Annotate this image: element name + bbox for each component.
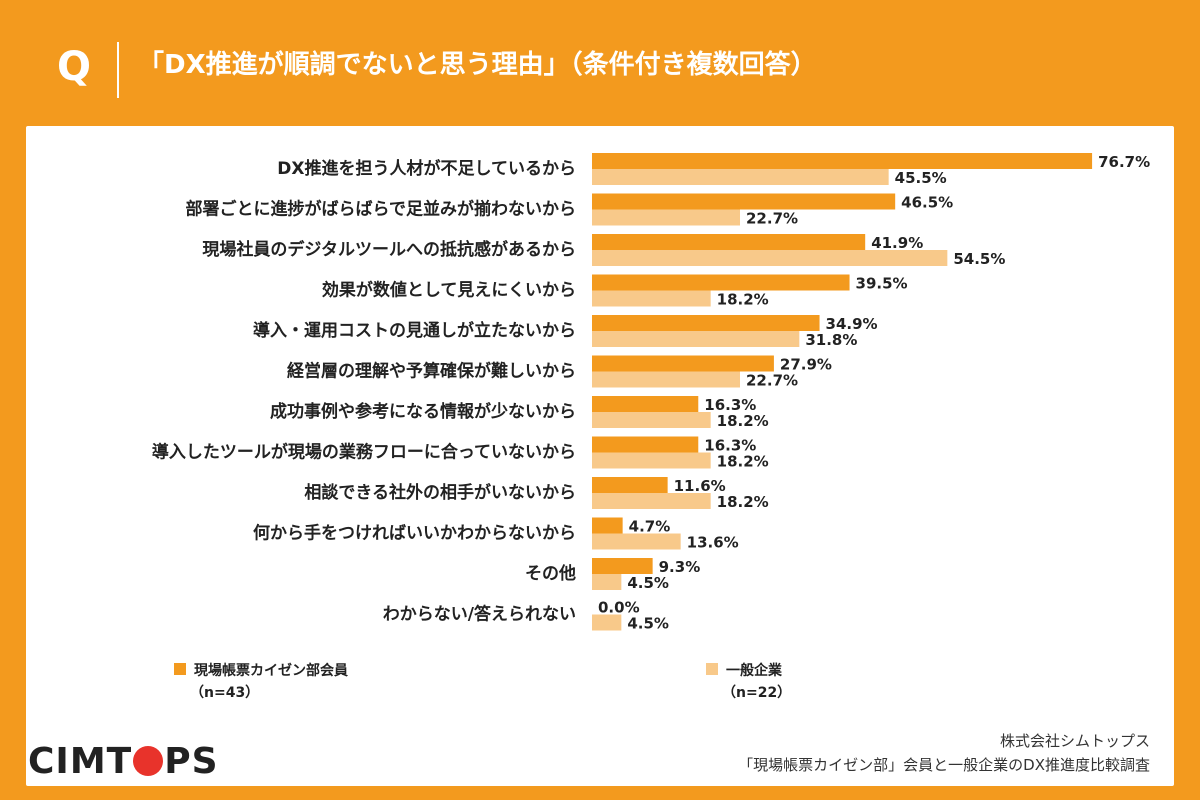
logo-text-left: CIMT: [28, 741, 133, 782]
data-label-s1-11: 0.0%: [598, 599, 640, 617]
data-label-s2-5: 22.7%: [746, 372, 798, 390]
data-label-s1-6: 16.3%: [704, 396, 756, 414]
bar-s1-6: [592, 396, 699, 412]
legend-series-2: 一般企業 （n=22）: [706, 660, 866, 704]
data-label-s1-4: 34.9%: [826, 315, 878, 333]
data-label-s1-8: 11.6%: [674, 477, 726, 495]
bar-s1-0: [592, 153, 1093, 169]
brand-logo: CIMT PS: [28, 742, 219, 782]
source-survey: 「現場帳票カイゼン部」会員と一般企業のDX推進度比較調査: [738, 756, 1150, 774]
data-label-s2-6: 18.2%: [717, 412, 769, 430]
legend-swatch-1: [174, 663, 186, 675]
data-label-s2-8: 18.2%: [717, 493, 769, 511]
category-label: わからない/答えられない: [383, 604, 576, 625]
bar-s1-3: [592, 274, 850, 291]
category-label: 相談できる社外の相手がいないから: [304, 482, 576, 503]
question-mark: Q: [56, 44, 91, 90]
bar-s2-4: [592, 331, 800, 347]
data-label-s1-9: 4.7%: [629, 518, 671, 536]
data-label-s2-3: 18.2%: [717, 291, 769, 309]
data-label-s1-0: 76.7%: [1098, 153, 1150, 171]
bar-s2-11: [592, 614, 622, 631]
bar-s2-6: [592, 412, 711, 428]
legend-n-2: （n=22）: [722, 685, 792, 701]
category-label: 効果が数値として見えにくいから: [322, 280, 576, 301]
legend-series-1: 現場帳票カイゼン部会員 （n=43）: [174, 660, 434, 704]
data-label-s2-4: 31.8%: [805, 331, 857, 349]
bar-s2-8: [592, 493, 711, 509]
bar-s1-4: [592, 315, 820, 331]
legend-swatch-2: [706, 663, 718, 675]
header-divider: [117, 42, 119, 98]
data-label-s1-10: 9.3%: [659, 558, 701, 576]
category-label: 経営層の理解や予算確保が難しいから: [287, 361, 576, 382]
bar-s1-8: [592, 477, 668, 493]
category-label: 何から手をつければいいかわからないから: [253, 523, 576, 544]
data-label-s1-7: 16.3%: [704, 437, 756, 455]
source-company: 株式会社シムトップス: [999, 732, 1150, 750]
data-label-s1-1: 46.5%: [901, 194, 953, 212]
category-label: 導入したツールが現場の業務フローに合っていないから: [152, 442, 576, 463]
data-label-s2-9: 13.6%: [687, 534, 739, 552]
data-label-s2-1: 22.7%: [746, 210, 798, 228]
logo-text-right: PS: [164, 741, 219, 782]
data-label-s1-5: 27.9%: [780, 356, 832, 374]
chart-panel: DX推進を担う人材が不足しているから 76.7% 45.5% 部署ごとに進捗がばらばら…: [26, 126, 1174, 786]
bar-s2-5: [592, 371, 741, 388]
category-label: 成功事例や参考になる情報が少ないから: [270, 401, 576, 422]
bar-chart: DX推進を担う人材が不足しているから 76.7% 45.5% 部署ごとに進捗がばらばら…: [152, 147, 1150, 635]
data-label-s2-0: 45.5%: [895, 169, 947, 187]
category-label: 現場社員のデジタルツールへの抵抗感があるから: [202, 239, 576, 260]
bar-s1-2: [592, 234, 866, 250]
bar-s1-5: [592, 355, 774, 372]
category-label: 部署ごとに進捗がばらばらで足並みが揃わないから: [186, 199, 577, 220]
bar-s2-7: [592, 452, 711, 469]
page-title: 「DX推進が順調でないと思う理由」（条件付き複数回答）: [138, 50, 817, 80]
bar-s2-0: [592, 169, 889, 185]
bar-s2-1: [592, 209, 741, 226]
category-label: その他: [525, 563, 576, 584]
bar-s1-9: [592, 517, 623, 534]
logo-red-dot: [133, 746, 164, 776]
bar-s1-1: [592, 193, 896, 210]
bar-s2-2: [592, 250, 948, 266]
data-label-s2-2: 54.5%: [953, 250, 1005, 268]
data-label-s2-11: 4.5%: [627, 615, 669, 633]
legend-n-1: （n=43）: [190, 685, 260, 701]
category-label: 導入・運用コストの見通しが立たないから: [253, 320, 576, 341]
question-header: Q 「DX推進が順調でないと思う理由」（条件付き複数回答）: [0, 0, 1200, 126]
bar-s2-9: [592, 533, 681, 550]
data-label-s1-3: 39.5%: [856, 275, 908, 293]
data-label-s2-7: 18.2%: [717, 453, 769, 471]
data-label-s2-10: 4.5%: [627, 574, 669, 592]
bar-s1-7: [592, 436, 699, 453]
bar-s2-3: [592, 290, 711, 307]
legend-label-1: 現場帳票カイゼン部会員: [194, 663, 348, 679]
bar-s2-10: [592, 574, 622, 590]
legend-label-2: 一般企業: [726, 663, 782, 679]
bar-s1-10: [592, 558, 653, 574]
category-label: DX推進を担う人材が不足しているから: [277, 158, 576, 179]
data-label-s1-2: 41.9%: [871, 234, 923, 252]
